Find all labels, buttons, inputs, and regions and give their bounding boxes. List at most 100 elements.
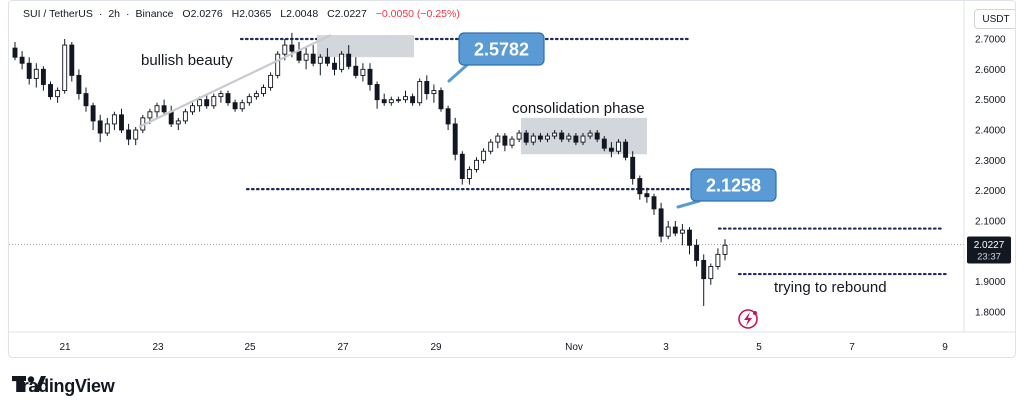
candlestick-chart[interactable]: bullish beauty consolidation phase trying … [9,1,1016,358]
candle [133,126,139,146]
candle-body [182,111,188,122]
candle-body [395,99,401,102]
open-value: O2.0276 [182,8,223,20]
candle [168,105,174,127]
candle-body [623,141,629,158]
candle-body [360,68,366,76]
candle [154,102,160,118]
candle [296,42,302,64]
candle-body [197,99,203,107]
candle-body [601,138,607,149]
candle [452,117,458,161]
candle [573,133,579,146]
last-price-tag [967,236,1011,264]
candle [431,84,437,103]
symbol-name[interactable]: SUI / TetherUS [23,8,93,20]
candle [388,96,394,106]
candle-body [225,93,231,104]
x-tick-label: 3 [663,342,669,353]
candle [665,221,671,240]
candle [225,90,231,106]
candle-body [239,102,245,110]
candle-body [232,102,238,110]
x-tick-label: 25 [244,342,256,353]
candle [239,99,245,112]
y-tick-label: 2.3000 [975,156,1006,167]
interval-label[interactable]: 2h [108,8,121,20]
candle [48,81,53,100]
candle-body [126,129,132,140]
y-tick-label: 1.8000 [975,308,1006,319]
brand-logo[interactable]: TradingView [12,376,115,397]
candle-body [694,244,700,261]
candle [346,45,352,70]
candle-body [403,96,408,101]
candle [303,48,309,70]
candle [62,39,68,94]
candle [594,130,600,143]
candle [374,81,380,109]
candle [488,139,494,155]
candle [246,93,252,106]
candle [83,87,89,112]
candle-body [715,253,721,267]
candle [317,54,323,76]
bar-countdown: 23:37 [977,251,1001,262]
candle-body [417,81,423,104]
x-tick-label: 23 [152,342,164,353]
candle-body [26,62,32,79]
candle [608,142,614,158]
candle [445,105,451,130]
candle-body [62,44,68,92]
candle-body [388,99,394,104]
x-tick-label: Nov [565,342,583,353]
callout-pointer [447,63,469,83]
candle-body [459,153,465,179]
candle-body [679,229,685,234]
callout-box [458,32,545,66]
lightning-event-icon[interactable] [738,309,758,329]
callout-pointer [676,199,701,209]
candle [587,130,593,140]
candle-body [40,68,46,85]
candle [474,157,479,173]
candle [26,57,32,85]
candle [360,63,366,82]
candle-body [19,56,25,64]
candle [658,202,664,243]
candle-body [211,96,217,107]
candle-body [651,196,657,210]
candle [19,51,25,70]
candle [687,227,692,255]
candle [694,239,700,267]
candle-body [97,120,103,134]
candle-body [154,105,160,113]
candle-body [488,141,494,152]
candle [616,139,621,155]
candle-body [317,56,323,64]
x-tick-label: 29 [430,342,442,353]
candle-body [523,132,529,143]
candle [403,90,408,103]
annotation-consolidation: consolidation phase [512,100,645,117]
candle-body [12,47,18,58]
callout-label: 2.5782 [474,40,529,60]
candle-body [33,68,39,79]
candle [232,99,238,112]
last-price-value: 2.0227 [974,240,1005,251]
lightning-icon [744,312,752,326]
candle-body [452,123,458,155]
chart-panel[interactable]: bullish beauty consolidation phase trying … [8,0,1016,358]
candle-body [466,168,472,179]
candle-body [175,120,181,125]
candle [630,151,636,185]
candle-body [594,132,600,140]
candle-body [552,132,558,137]
candle-body [431,90,437,95]
candle-body [580,135,586,143]
annotation-bullish: bullish beauty [141,52,233,69]
candle-body [282,44,288,55]
currency-unit-button[interactable]: USDT [974,9,1015,29]
candle-body [275,53,281,76]
candle-body [253,93,259,98]
